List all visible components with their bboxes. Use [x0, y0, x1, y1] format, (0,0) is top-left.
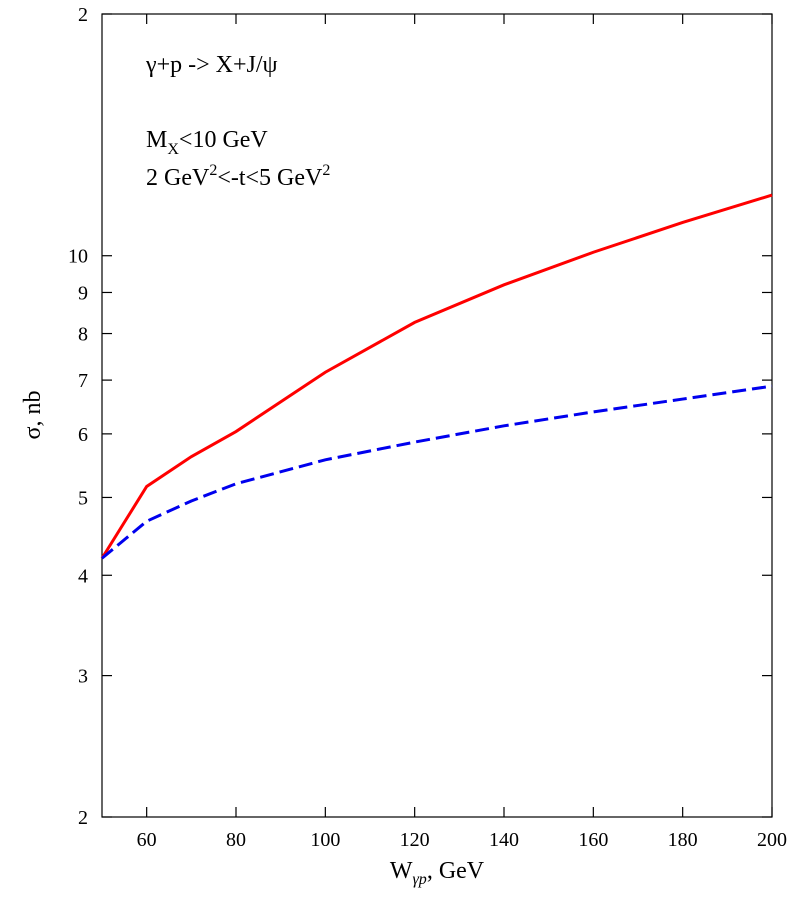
y-tick-label: 7 [78, 370, 88, 392]
annotation: MX<10 GeV [146, 127, 268, 158]
annotation-part: X [167, 141, 179, 158]
y-tick-label: 2 [78, 4, 88, 26]
y-tick-label: 5 [78, 487, 88, 509]
annotation-part: 2 [322, 162, 330, 179]
x-tick-label: 160 [578, 829, 608, 851]
annotation-part: M [146, 127, 167, 153]
x-axis-label-part: W [390, 858, 413, 884]
annotation: γ+p -> X+J/ψ [145, 52, 278, 78]
x-tick-label: 200 [757, 829, 787, 851]
x-tick-label: 140 [489, 829, 519, 851]
x-axis-label-part: γp [413, 871, 427, 888]
annotation-part: 2 GeV [146, 165, 210, 191]
annotation-part: 2 [209, 162, 217, 179]
y-tick-label: 9 [78, 282, 88, 304]
y-axis-label: σ, nb [20, 391, 46, 440]
annotation-part: <-t<5 GeV [217, 165, 323, 191]
x-axis-label-part: , GeV [427, 858, 485, 884]
y-tick-label: 4 [78, 565, 88, 587]
x-tick-label: 120 [400, 829, 430, 851]
annotation-part: <10 GeV [179, 127, 269, 153]
y-tick-label: 6 [78, 424, 88, 446]
x-tick-label: 180 [668, 829, 698, 851]
x-tick-label: 100 [310, 829, 340, 851]
plot-frame [101, 13, 773, 818]
x-tick-label: 80 [226, 829, 246, 851]
y-tick-label: 2 [78, 807, 88, 829]
series-line [100, 193, 773, 560]
series-line [101, 384, 773, 560]
x-axis-label: Wγp, GeV [390, 858, 485, 888]
annotation: 2 GeV2<-t<5 GeV2 [146, 162, 330, 191]
annotation-part: γ+p -> X+J/ψ [145, 52, 278, 78]
x-tick-label: 60 [137, 829, 157, 851]
y-tick-label: 3 [78, 666, 88, 688]
y-tick-label: 8 [78, 324, 88, 346]
y-tick-label: 10 [68, 246, 88, 268]
